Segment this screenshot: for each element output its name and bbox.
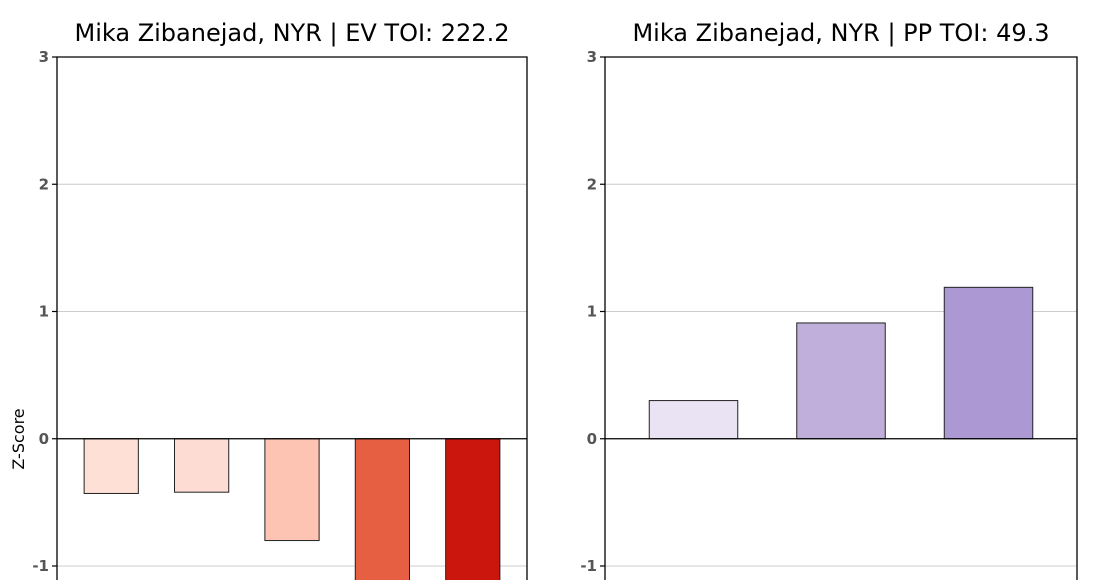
y-tick-label: 2 [587,175,597,193]
bar [174,438,230,493]
bar [264,438,320,542]
y-tick-label: 3 [39,48,49,66]
y-tick-label: -1 [32,557,49,575]
y-tick-label: 0 [587,430,597,448]
chart-title: Mika Zibanejad, NYR | EV TOI: 222.2 [75,19,510,47]
y-tick-label: 3 [587,48,597,66]
bar [648,400,739,440]
bar [796,322,886,440]
y-tick-label: 2 [39,175,49,193]
y-tick-label: -1 [580,557,597,575]
plot-frame [604,56,1078,580]
y-tick-label: 1 [587,303,597,321]
bars [648,286,1034,440]
bar [354,438,410,580]
chart-title: Mika Zibanejad, NYR | PP TOI: 49.3 [632,19,1049,47]
bar [83,438,139,494]
chart-panel-ev: Mika Zibanejad, NYR | EV TOI: 222.2 Z-Sc… [9,19,528,580]
bars [83,438,501,580]
chart-panel-pp: Mika Zibanejad, NYR | PP TOI: 49.3 3 2 1 0 -… [580,19,1078,580]
y-ticks: 3 2 1 0 -1 [32,48,57,575]
y-axis-label: Z-Score [9,408,28,469]
y-tick-label: 0 [39,430,49,448]
y-tick-label: 1 [39,303,49,321]
y-ticks: 3 2 1 0 -1 [580,48,605,575]
plot-frame [56,56,528,580]
bar [943,286,1034,440]
bar [445,438,501,580]
